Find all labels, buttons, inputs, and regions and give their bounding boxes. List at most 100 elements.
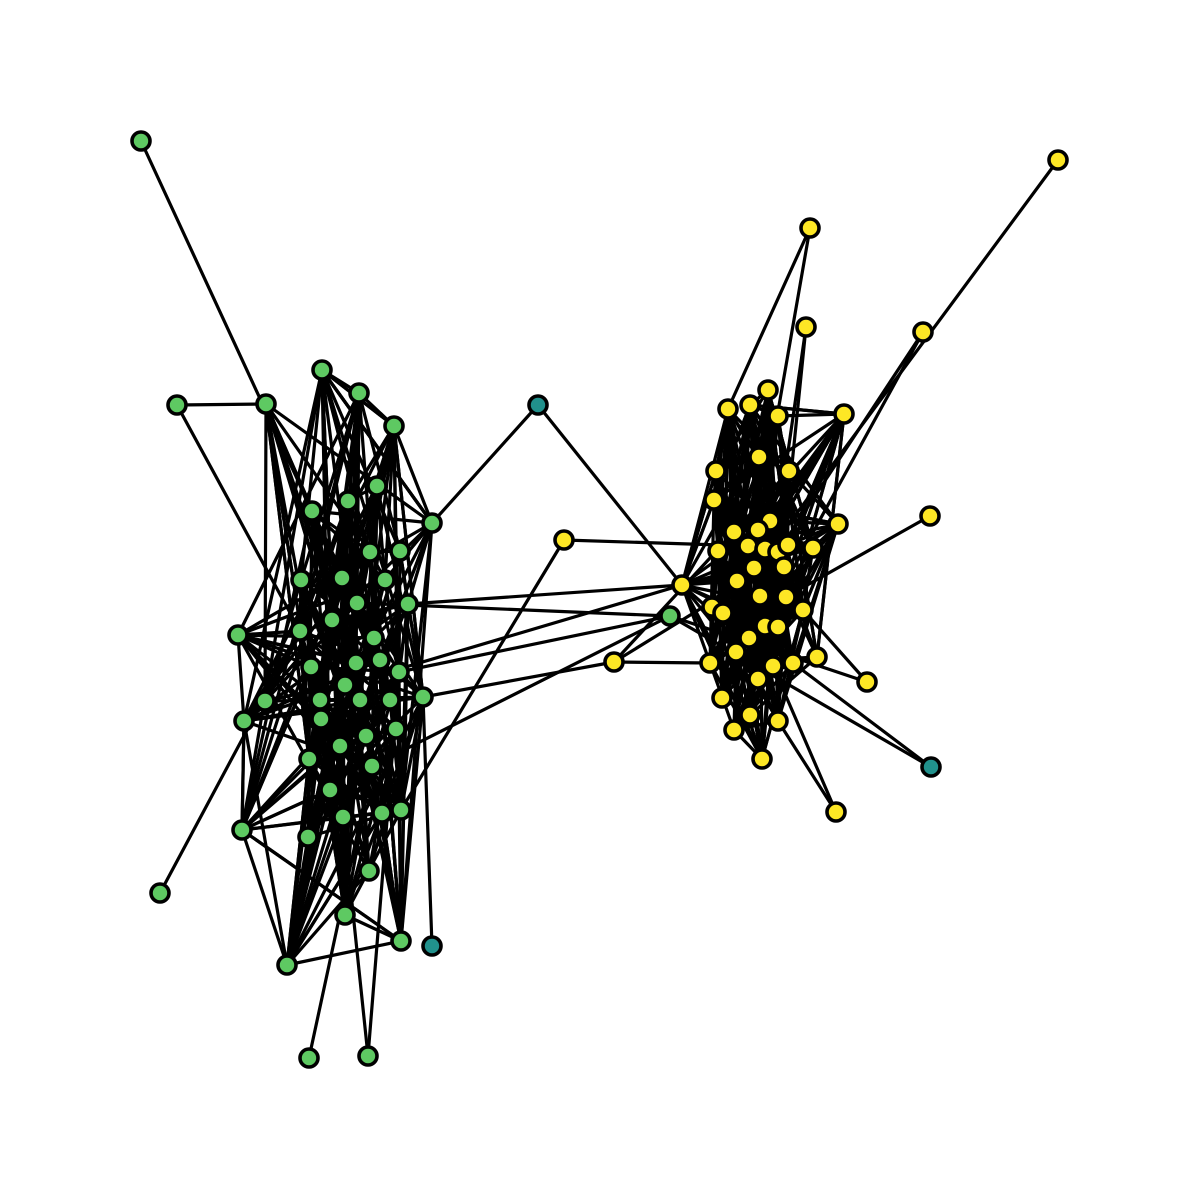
- graph-node-green: [166, 394, 188, 416]
- graph-node-green: [332, 806, 354, 828]
- graph-node-yellow: [767, 405, 789, 427]
- graph-node-yellow: [671, 574, 693, 596]
- graph-node-green: [233, 710, 255, 732]
- graph-node-yellow: [707, 540, 729, 562]
- graph-edge: [726, 407, 772, 523]
- graph-edge: [338, 744, 345, 819]
- graph-node-green: [348, 382, 370, 404]
- graph-edge: [612, 660, 712, 665]
- graph-node-yellow: [739, 394, 761, 416]
- graph-node-yellow: [725, 641, 747, 663]
- graph-edge: [318, 698, 347, 917]
- graph-edge: [367, 695, 425, 873]
- graph-node-green: [388, 661, 410, 683]
- graph-node-green: [361, 755, 383, 777]
- graph-node-green: [337, 490, 359, 512]
- graph-node-yellow: [778, 460, 800, 482]
- graph-node-yellow: [757, 379, 779, 401]
- graph-edge: [536, 403, 684, 587]
- graph-edge: [263, 402, 268, 703]
- graph-node-green: [371, 802, 393, 824]
- graph-edge: [375, 484, 425, 699]
- graph-edge: [240, 509, 314, 832]
- graph-node-green: [345, 652, 367, 674]
- graph-node-green: [357, 1045, 379, 1067]
- graph-edge: [383, 424, 396, 582]
- graph-node-green: [374, 569, 396, 591]
- graph-node-green: [254, 690, 276, 712]
- graph-node-yellow: [795, 316, 817, 338]
- graph-node-yellow: [743, 557, 765, 579]
- graph-edge: [392, 424, 434, 525]
- graph-node-green: [130, 130, 152, 152]
- graph-edge: [263, 484, 379, 703]
- graph-node-yellow: [1047, 149, 1069, 171]
- graph-node-green: [276, 954, 298, 976]
- graph-node-yellow: [799, 217, 821, 239]
- graph-edge: [320, 368, 402, 553]
- graph-node-yellow: [712, 602, 734, 624]
- graph-edge: [801, 608, 869, 684]
- graph-node-yellow: [773, 556, 795, 578]
- graph-node-yellow: [726, 570, 748, 592]
- graph-node-yellow: [782, 652, 804, 674]
- graph-node-green: [334, 904, 356, 926]
- graph-edge: [370, 614, 672, 768]
- graph-node-green: [331, 567, 353, 589]
- graph-node-green: [659, 605, 681, 627]
- graph-edge: [264, 402, 403, 812]
- graph-node-yellow: [723, 521, 745, 543]
- graph-node-green: [298, 1047, 320, 1069]
- graph-edge: [748, 655, 819, 717]
- graph-edge: [285, 695, 425, 967]
- graph-edge: [340, 576, 371, 873]
- graph-edge: [399, 695, 425, 812]
- graph-edge: [240, 665, 313, 832]
- graph-edge: [748, 403, 846, 416]
- graph-node-green: [334, 674, 356, 696]
- graph-node-yellow: [711, 687, 733, 709]
- graph-node-green: [397, 593, 419, 615]
- graph-edge: [158, 629, 302, 895]
- graph-node-green: [390, 930, 412, 952]
- graph-node-green: [309, 689, 331, 711]
- node-layer: [130, 130, 1069, 1069]
- graph-node-green: [355, 725, 377, 747]
- graph-node-green: [385, 718, 407, 740]
- graph-node-yellow: [833, 403, 855, 425]
- graph-node-yellow: [717, 398, 739, 420]
- graph-edge: [240, 391, 361, 832]
- graph-edge: [240, 368, 324, 832]
- graph-node-green: [349, 689, 371, 711]
- graph-edge: [392, 424, 425, 699]
- graph-node-green: [231, 819, 253, 841]
- graph-node-yellow: [749, 585, 771, 607]
- graph-node-yellow: [738, 627, 760, 649]
- graph-edge: [175, 403, 302, 633]
- graph-node-yellow: [919, 505, 941, 527]
- graph-node-green: [379, 689, 401, 711]
- graph-edge: [801, 522, 840, 612]
- graph-node-yellow: [912, 321, 934, 343]
- graph-edge: [430, 403, 540, 525]
- graph-node-green: [149, 882, 171, 904]
- graph-edge: [399, 538, 566, 812]
- graph-node-yellow: [762, 655, 784, 677]
- graph-node-yellow: [767, 616, 789, 638]
- graph-edge: [399, 602, 410, 812]
- graph-node-yellow: [806, 646, 828, 668]
- graph-edge: [320, 368, 434, 525]
- graph-node-green: [389, 540, 411, 562]
- graph-edge: [264, 402, 344, 580]
- graph-node-yellow: [792, 599, 814, 621]
- graph-edge: [726, 407, 791, 473]
- graph-node-green: [358, 860, 380, 882]
- graph-node-yellow: [739, 704, 761, 726]
- graph-node-green: [383, 415, 405, 437]
- graph-node-yellow: [747, 668, 769, 690]
- graph-node-green: [255, 393, 277, 415]
- graph-node-yellow: [775, 586, 797, 608]
- graph-node-yellow: [856, 671, 878, 693]
- graph-edge: [776, 522, 840, 629]
